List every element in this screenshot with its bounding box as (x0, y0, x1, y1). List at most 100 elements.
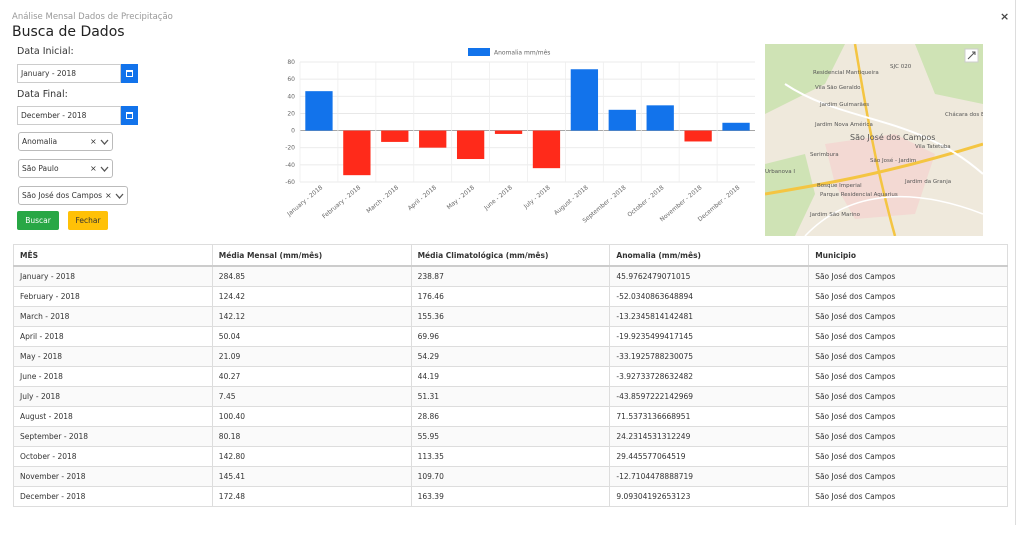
table-cell: 142.12 (211, 306, 412, 327)
column-header: MÊS (13, 244, 213, 267)
table-wrap: MÊS Média Mensal (mm/mês) Média Climatológ… (13, 244, 1008, 507)
start-input[interactable]: January - 2018 (17, 64, 121, 83)
select[interactable]: Anomalia × (18, 132, 113, 151)
table-body: January - 2018 284.85 238.87 45.97624790710… (13, 265, 1008, 507)
header-row: MÊS Média Mensal (mm/mês) Média Climatológ… (13, 244, 1008, 267)
table-row: February - 2018 124.42 176.46 -52.034086364… (13, 286, 1008, 307)
table-cell: 163.39 (410, 486, 611, 507)
map-label: Bosque Imperial (817, 183, 862, 189)
table-row: November - 2018 145.41 109.70 -12.710447888… (13, 466, 1008, 487)
end-label: Data Final: (17, 89, 68, 100)
x-tick-label: July - 2018 (522, 184, 552, 211)
table-cell: 50.04 (211, 326, 412, 347)
y-tick-label: 60 (287, 76, 295, 83)
bar (456, 130, 485, 160)
chevron (100, 166, 109, 172)
table-row: August - 2018 100.40 28.86 71.5373136668951… (13, 406, 1008, 427)
table-cell: 40.27 (211, 366, 412, 387)
calendar-icon (126, 112, 133, 119)
table-cell: 7.45 (211, 386, 412, 407)
table-row: September - 2018 80.18 55.95 24.23145313122… (13, 426, 1008, 447)
title: Busca de Dados (12, 24, 125, 40)
table-cell: June - 2018 (13, 366, 213, 387)
close-x[interactable]: × (1000, 10, 1010, 23)
table-cell: -19.9235499417145 (609, 326, 810, 347)
calendar-button[interactable] (121, 64, 138, 83)
start-label: Data Inicial: (17, 46, 74, 57)
table-cell: 55.95 (410, 426, 611, 447)
table-cell: 142.80 (211, 446, 412, 467)
table-row: October - 2018 142.80 113.35 29.44557706451… (13, 446, 1008, 467)
x-tick-label: February - 2018 (321, 184, 362, 220)
table-cell: 45.9762479071015 (609, 265, 810, 287)
table-row: July - 2018 7.45 51.31 -43.8597222142969 São… (13, 386, 1008, 407)
table-cell: 113.35 (410, 446, 611, 467)
map-label: Vila São Geraldo (815, 85, 861, 91)
select-clear[interactable]: × (90, 137, 97, 146)
scroll-edge (1015, 0, 1016, 525)
select-clear[interactable]: × (90, 164, 97, 173)
map-label: Jardim da Granja (904, 179, 951, 185)
table-cell: 124.42 (211, 286, 412, 307)
table-head: MÊS Média Mensal (mm/mês) Média Climatológ… (13, 244, 1008, 267)
table-cell: May - 2018 (13, 346, 213, 367)
table-cell: -12.7104478888719 (609, 466, 810, 487)
table-cell: -3.92733728632482 (609, 366, 810, 387)
bar (722, 122, 750, 131)
x-tick-label: April - 2018 (407, 184, 438, 212)
select-value: São Paulo (22, 164, 59, 173)
table-cell: São José dos Campos (808, 346, 1008, 367)
bar (305, 91, 333, 131)
table-cell: São José dos Campos (808, 366, 1008, 387)
table-cell: 176.46 (410, 286, 611, 307)
table-cell: 28.86 (410, 406, 611, 427)
map-label: Urbanova I (765, 169, 795, 175)
calendar-button[interactable] (121, 106, 138, 125)
table-cell: 172.48 (211, 486, 412, 507)
table-cell: São José dos Campos (808, 306, 1008, 327)
bar (570, 69, 599, 131)
table-cell: São José dos Campos (808, 406, 1008, 427)
subtitle: Análise Mensal Dados de Precipitação (12, 12, 173, 22)
legend-label: Anomalia mm/mês (494, 50, 550, 57)
table-cell: -43.8597222142969 (609, 386, 810, 407)
table-cell: 238.87 (410, 265, 611, 287)
bar (343, 130, 371, 176)
table-cell: São José dos Campos (808, 286, 1008, 307)
bar (684, 130, 712, 142)
select[interactable]: São Paulo × (18, 159, 113, 178)
search-button[interactable]: Buscar (17, 211, 59, 230)
table-row: March - 2018 142.12 155.36 -13.234581414248… (13, 306, 1008, 327)
table-cell: São José dos Campos (808, 446, 1008, 467)
close-button[interactable]: Fechar (68, 211, 108, 230)
table-cell: July - 2018 (13, 386, 213, 407)
bar (532, 130, 561, 169)
select-value: São José dos Campos (22, 191, 103, 200)
data-table: MÊS Média Mensal (mm/mês) Média Climatológ… (13, 244, 1008, 507)
table-row: April - 2018 50.04 69.96 -19.9235499417145 S… (13, 326, 1008, 347)
y-tick-label: 20 (287, 110, 295, 117)
bar (646, 105, 674, 131)
y-tick-label: 80 (287, 59, 295, 66)
map-label: Serimbura (810, 152, 839, 158)
y-tick-label: 0 (291, 128, 295, 135)
table-cell: October - 2018 (13, 446, 213, 467)
table-cell: São José dos Campos (808, 265, 1008, 287)
map-label: Jardim Guimarães (819, 102, 869, 108)
table-cell: São José dos Campos (808, 466, 1008, 487)
map: SJC 020 Residencial Mantiqueira Vila São G… (765, 44, 983, 236)
x-tick-label: March - 2018 (365, 184, 400, 215)
end-input[interactable]: December - 2018 (17, 106, 121, 125)
select-clear[interactable]: × (105, 191, 112, 200)
select[interactable]: São José dos Campos × (18, 186, 128, 205)
map-label: Residencial Mantiqueira (813, 70, 879, 76)
map-label: Jardim Nova América (814, 121, 873, 128)
table-cell: 21.09 (211, 346, 412, 367)
table-row: June - 2018 40.27 44.19 -3.92733728632482 Sã… (13, 366, 1008, 387)
table-cell: 44.19 (410, 366, 611, 387)
table-cell: December - 2018 (13, 486, 213, 507)
map-label: Jardim São Marino (809, 212, 861, 218)
table-cell: 100.40 (211, 406, 412, 427)
table-row: January - 2018 284.85 238.87 45.97624790710… (13, 265, 1008, 287)
